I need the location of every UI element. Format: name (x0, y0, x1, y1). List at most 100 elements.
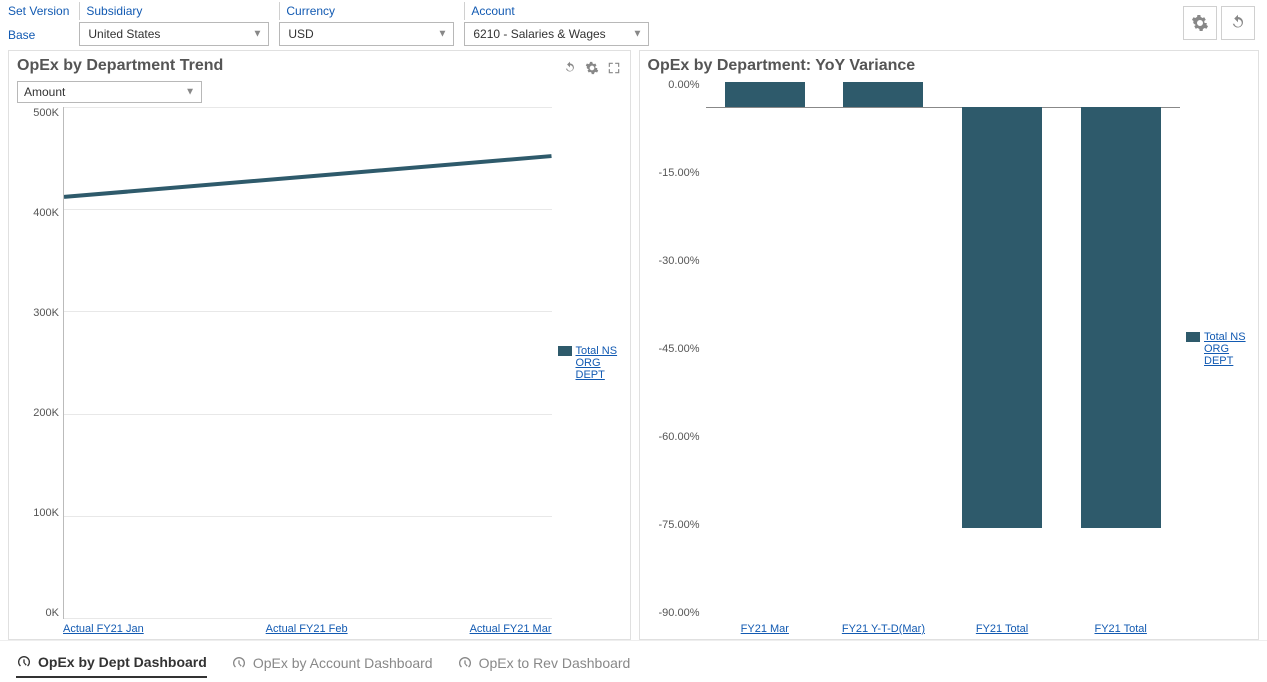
filter-set-version: Set Version Base (8, 0, 69, 42)
y-tick-label: 400K (33, 207, 59, 219)
trend-line (64, 156, 552, 197)
grid-line (64, 414, 552, 415)
gear-icon (1191, 14, 1209, 32)
select-account[interactable]: 6210 - Salaries & Wages ▼ (464, 22, 649, 46)
gear-icon (585, 61, 599, 75)
dashboard-icon (16, 654, 32, 670)
select-currency[interactable]: USD ▼ (279, 22, 454, 46)
y-tick-label: 500K (33, 107, 59, 119)
legend-swatch (558, 346, 572, 356)
legend-swatch (1186, 332, 1200, 342)
refresh-icon (563, 61, 577, 75)
select-subsidiary-value: United States (88, 27, 160, 41)
chevron-down-icon: ▼ (632, 29, 642, 40)
trend-plot-area (63, 107, 552, 619)
legend-label: ORG (1204, 343, 1229, 355)
page-actions (1183, 0, 1259, 40)
footer-tab-label: OpEx to Rev Dashboard (479, 655, 631, 671)
filter-value-set-version[interactable]: Base (8, 20, 69, 42)
filter-account: Account 6210 - Salaries & Wages ▼ (464, 0, 649, 46)
x-tick-label[interactable]: Actual FY21 Jan (63, 623, 144, 635)
legend-label: DEPT (576, 369, 605, 381)
filter-label-account: Account (464, 2, 649, 20)
grid-line (64, 516, 552, 517)
legend-item[interactable]: Total NS (1186, 331, 1246, 343)
y-tick-label: -30.00% (659, 255, 700, 267)
bar[interactable] (843, 82, 923, 108)
dashboard-tabs: OpEx by Dept Dashboard OpEx by Account Da… (0, 640, 1267, 682)
select-account-value: 6210 - Salaries & Wages (473, 27, 605, 41)
panel-opex-trend: OpEx by Department Trend Amount ▼ 500K 40… (8, 50, 631, 640)
filter-label-subsidiary: Subsidiary (79, 2, 269, 20)
trend-legend: Total NSORGDEPT (552, 107, 622, 619)
legend-item[interactable]: DEPT (558, 369, 605, 381)
legend-item[interactable]: Total NS (558, 345, 618, 357)
chevron-down-icon: ▼ (252, 29, 262, 40)
x-tick-label[interactable]: FY21 Mar (706, 623, 825, 635)
footer-tab[interactable]: OpEx by Dept Dashboard (16, 654, 207, 678)
chevron-down-icon: ▼ (437, 29, 447, 40)
y-tick-label: -90.00% (659, 607, 700, 619)
panel-expand-button[interactable] (606, 60, 622, 76)
variance-legend: Total NSORGDEPT (1180, 79, 1250, 619)
y-tick-label: -60.00% (659, 431, 700, 443)
dashboard-icon (231, 655, 247, 671)
footer-tab-label: OpEx by Dept Dashboard (38, 654, 207, 670)
footer-tab[interactable]: OpEx to Rev Dashboard (457, 655, 631, 677)
filter-subsidiary: Subsidiary United States ▼ (79, 0, 269, 46)
legend-label: Total NS (1204, 331, 1246, 343)
measure-select-value: Amount (24, 85, 65, 99)
legend-item[interactable]: DEPT (1186, 355, 1233, 367)
x-tick-label[interactable]: FY21 Y-T-D(Mar) (824, 623, 943, 635)
measure-select[interactable]: Amount ▼ (17, 81, 202, 103)
panel-trend-tools (562, 60, 622, 76)
bar[interactable] (725, 82, 805, 108)
chevron-down-icon: ▼ (185, 87, 195, 98)
x-tick-label[interactable]: Actual FY21 Mar (470, 623, 552, 635)
grid-line (64, 311, 552, 312)
panel-opex-variance: OpEx by Department: YoY Variance 0.00% -1… (639, 50, 1260, 640)
refresh-icon (1229, 14, 1247, 32)
trend-chart: 500K 400K 300K 200K 100K 0K Total NSORGDEPT (17, 107, 622, 619)
variance-y-axis: 0.00%-15.00%-30.00%-45.00%-60.00%-75.00%… (648, 79, 706, 619)
legend-label: Total NS (576, 345, 618, 357)
expand-icon (607, 61, 621, 75)
variance-chart: 0.00%-15.00%-30.00%-45.00%-60.00%-75.00%… (648, 79, 1251, 619)
y-tick-label: 100K (33, 507, 59, 519)
x-tick-label[interactable]: Actual FY21 Feb (266, 623, 348, 635)
panel-settings-button[interactable] (584, 60, 600, 76)
refresh-button[interactable] (1221, 6, 1255, 40)
variance-plot-area (706, 79, 1181, 619)
grid-line (64, 618, 552, 619)
trend-x-axis: Actual FY21 Jan Actual FY21 Feb Actual FY2… (17, 623, 622, 635)
settings-button[interactable] (1183, 6, 1217, 40)
legend-label: ORG (576, 357, 601, 369)
y-tick-label: -15.00% (659, 167, 700, 179)
dashboard-panels: OpEx by Department Trend Amount ▼ 500K 40… (0, 50, 1267, 640)
filter-label-currency: Currency (279, 2, 454, 20)
bar[interactable] (1081, 107, 1161, 528)
select-currency-value: USD (288, 27, 313, 41)
footer-tab-label: OpEx by Account Dashboard (253, 655, 433, 671)
variance-x-axis: FY21 MarFY21 Y-T-D(Mar)FY21 TotalFY21 To… (648, 623, 1251, 635)
bar[interactable] (962, 107, 1042, 528)
filter-label-set-version: Set Version (8, 2, 69, 20)
y-tick-label: 300K (33, 307, 59, 319)
grid-line (64, 107, 552, 108)
panel-title-trend: OpEx by Department Trend (17, 57, 223, 75)
legend-item[interactable]: ORG (1186, 343, 1229, 355)
filter-currency: Currency USD ▼ (279, 0, 454, 46)
y-tick-label: 200K (33, 407, 59, 419)
panel-title-variance: OpEx by Department: YoY Variance (648, 57, 1251, 75)
select-subsidiary[interactable]: United States ▼ (79, 22, 269, 46)
legend-label: DEPT (1204, 355, 1233, 367)
x-tick-label[interactable]: FY21 Total (1061, 623, 1180, 635)
legend-item[interactable]: ORG (558, 357, 601, 369)
panel-refresh-button[interactable] (562, 60, 578, 76)
y-tick-label: 0K (46, 607, 59, 619)
x-tick-label[interactable]: FY21 Total (943, 623, 1062, 635)
dashboard-icon (457, 655, 473, 671)
footer-tab[interactable]: OpEx by Account Dashboard (231, 655, 433, 677)
y-tick-label: -45.00% (659, 343, 700, 355)
y-tick-label: 0.00% (668, 79, 699, 91)
